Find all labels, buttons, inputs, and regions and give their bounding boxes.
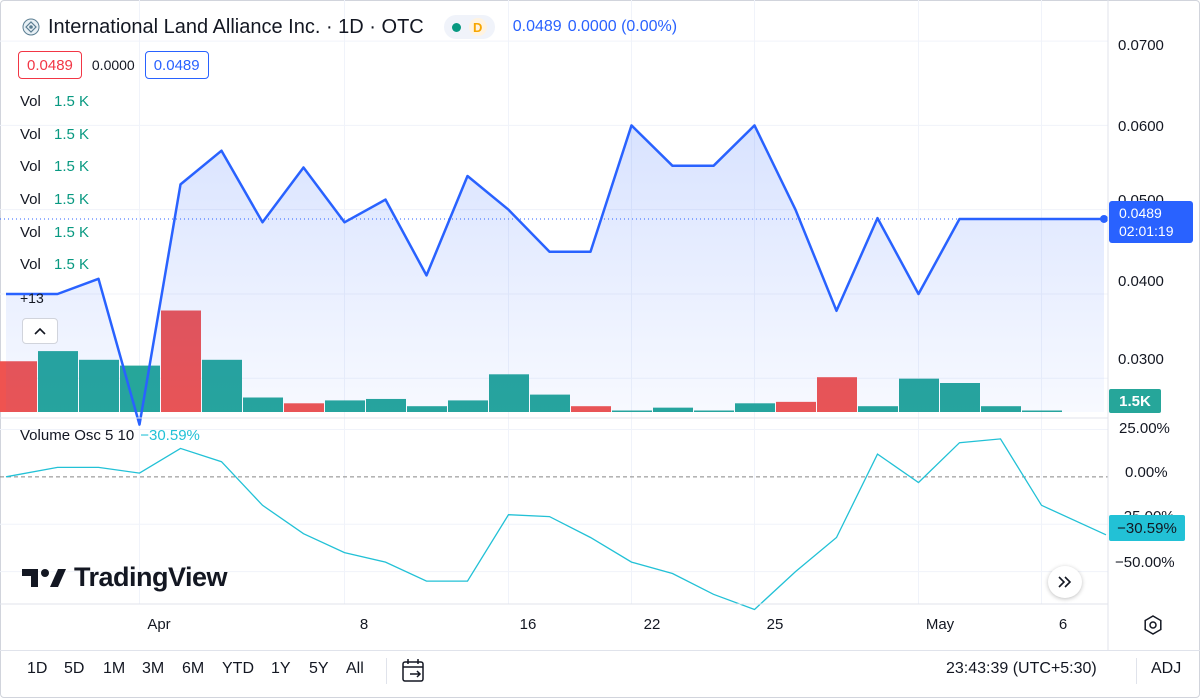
x-tick-label: 16	[519, 616, 537, 633]
price-tick-label: 0.0300	[1118, 351, 1164, 368]
price-line	[6, 124, 1104, 426]
buy-price-button[interactable]: 0.0489	[144, 51, 209, 79]
symbol-title[interactable]: International Land Alliance Inc. · 1D · …	[48, 15, 424, 38]
volume-legend-label: Vol	[20, 93, 41, 110]
volume-legend[interactable]: Vol 1.5 K	[20, 224, 89, 241]
volume-legend[interactable]: Vol 1.5 K	[20, 256, 89, 273]
sell-price-button[interactable]: 0.0489	[18, 51, 82, 79]
chart-settings-icon[interactable]	[1142, 614, 1164, 636]
volume-legend[interactable]: Vol 1.5 K	[20, 93, 89, 110]
symbol-logo-icon	[22, 18, 40, 36]
toolbar-divider	[1136, 658, 1137, 684]
range-button-1y[interactable]: 1Y	[271, 660, 291, 677]
tradingview-logo[interactable]: TradingView	[22, 562, 228, 593]
volume-legend-value: 1.5 K	[54, 93, 90, 110]
chevron-up-icon	[34, 327, 46, 335]
volume-legend-label: Vol	[20, 191, 41, 208]
osc-tick-label: 0.00%	[1125, 464, 1168, 481]
volume-legend-value: 1.5 K	[54, 256, 90, 273]
price-area	[6, 125, 1104, 425]
volume-legend[interactable]: Vol 1.5 K	[20, 158, 89, 175]
volume-legend-label: Vol	[20, 126, 41, 143]
header-price: 0.0489	[512, 18, 562, 35]
range-button-3m[interactable]: 3M	[142, 660, 165, 677]
oscillator-legend-value: −30.59%	[140, 427, 200, 444]
x-tick-label: 6	[1058, 616, 1068, 633]
oscillator-legend[interactable]: Volume Osc 5 10 −30.59%	[20, 427, 200, 444]
oscillator-value-tag: −30.59%	[1109, 515, 1185, 541]
volume-legend[interactable]: Vol 1.5 K	[20, 126, 89, 143]
clock-timezone[interactable]: 23:43:39 (UTC+5:30)	[946, 660, 1097, 677]
date-range-calendar-icon[interactable]	[400, 657, 428, 685]
volume-legend-label: Vol	[20, 158, 41, 175]
chart-canvas[interactable]	[0, 0, 1200, 650]
oscillator-line	[5, 438, 1107, 611]
range-button-5d[interactable]: 5D	[64, 660, 85, 677]
osc-tick-label: 25.00%	[1119, 420, 1170, 437]
market-open-dot	[451, 22, 461, 32]
collapse-legend-button[interactable]	[22, 318, 58, 344]
range-button-ytd[interactable]: YTD	[222, 660, 254, 677]
volume-legend-value: 1.5 K	[54, 191, 90, 208]
tradingview-logo-icon	[22, 568, 66, 587]
range-button-all[interactable]: All	[346, 660, 364, 677]
volume-value-tag: 1.5K	[1109, 389, 1161, 413]
x-tick-label: May	[925, 616, 955, 633]
spread-value: 0.0000	[91, 57, 135, 73]
header-change: 0.0000 (0.00%)	[567, 18, 678, 35]
toolbar-divider	[386, 658, 387, 684]
bottom-toolbar	[0, 650, 1200, 698]
volume-legend-label: Vol	[20, 256, 41, 273]
adjust-data-toggle[interactable]: ADJ	[1151, 660, 1182, 677]
bar-countdown: 02:01:19	[1119, 223, 1174, 239]
range-button-1m[interactable]: 1M	[103, 660, 126, 677]
last-price-tag: 0.0489 02:01:19	[1109, 201, 1193, 243]
chart-header: International Land Alliance Inc. · 1D · …	[22, 14, 677, 40]
price-tick-label: 0.0700	[1118, 37, 1164, 54]
oscillator-legend-name: Volume Osc 5 10	[20, 427, 135, 444]
volume-legend-label: Vol	[20, 224, 41, 241]
volume-legend-value: 1.5 K	[54, 224, 90, 241]
market-status-pill[interactable]: D	[443, 15, 495, 39]
price-tick-label: 0.0400	[1118, 273, 1164, 290]
last-price-value: 0.0489	[1119, 205, 1162, 221]
range-button-5y[interactable]: 5Y	[309, 660, 329, 677]
volume-legend-value: 1.5 K	[54, 126, 90, 143]
range-button-6m[interactable]: 6M	[182, 660, 205, 677]
double-chevron-right-icon	[1058, 576, 1072, 588]
delayed-badge: D	[468, 18, 487, 36]
quote-row: 0.0489 0.0000 0.0489	[18, 51, 209, 79]
last-price-dot	[1100, 214, 1108, 223]
x-tick-label: 8	[359, 616, 369, 633]
volume-legend[interactable]: Vol 1.5 K	[20, 191, 89, 208]
scroll-to-realtime-button[interactable]	[1048, 566, 1082, 598]
volume-legend-value: 1.5 K	[54, 158, 90, 175]
range-button-1d[interactable]: 1D	[27, 660, 48, 677]
x-tick-label: 22	[643, 616, 661, 633]
x-tick-label: Apr	[147, 616, 171, 633]
x-tick-label: 25	[766, 616, 784, 633]
price-tick-label: 0.0600	[1118, 118, 1164, 135]
tradingview-wordmark: TradingView	[74, 562, 228, 592]
more-indicators-count[interactable]: +13	[20, 290, 44, 306]
osc-tick-label: −50.00%	[1115, 554, 1175, 571]
